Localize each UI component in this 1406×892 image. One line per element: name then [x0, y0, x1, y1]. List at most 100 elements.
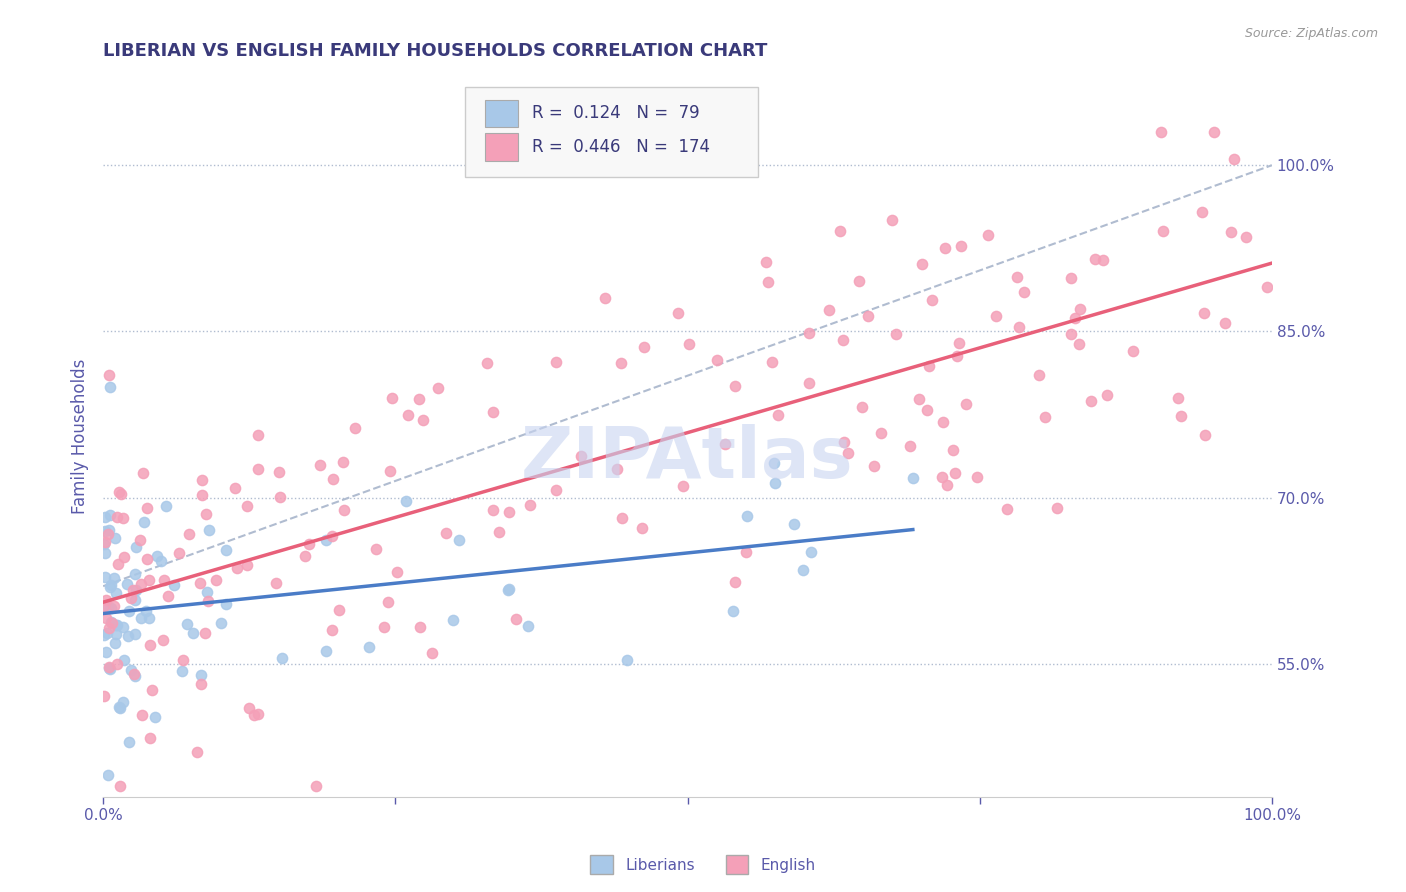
Point	[364, 542, 387, 557]
Point	[955, 397, 977, 411]
Point	[610, 356, 633, 370]
Point	[246, 461, 269, 475]
Point	[112, 550, 135, 565]
Point	[121, 582, 143, 597]
Point	[995, 501, 1018, 516]
Point	[724, 575, 747, 590]
Point	[100, 615, 122, 629]
Point	[945, 349, 967, 363]
Text: LIBERIAN VS ENGLISH FAMILY HOUSEHOLDS CORRELATION CHART: LIBERIAN VS ENGLISH FAMILY HOUSEHOLDS CO…	[103, 42, 768, 60]
Point	[792, 563, 814, 577]
Point	[94, 611, 117, 625]
Point	[114, 653, 136, 667]
Point	[409, 620, 432, 634]
Point	[117, 628, 139, 642]
Point	[215, 542, 238, 557]
Point	[482, 503, 505, 517]
Point	[225, 560, 247, 574]
Point	[945, 466, 967, 480]
Point	[441, 613, 464, 627]
Point	[898, 438, 921, 452]
Point	[921, 293, 943, 308]
Point	[194, 626, 217, 640]
Point	[942, 442, 965, 457]
Point	[105, 510, 128, 524]
Point	[100, 578, 122, 592]
Point	[498, 505, 520, 519]
Point	[138, 611, 160, 625]
Point	[870, 425, 893, 440]
Point	[915, 403, 938, 417]
Point	[315, 644, 337, 658]
Point	[907, 392, 929, 406]
Point	[132, 466, 155, 480]
Point	[837, 445, 859, 459]
Point	[191, 473, 214, 487]
Point	[93, 690, 115, 704]
Point	[125, 540, 148, 554]
Point	[139, 638, 162, 652]
Point	[832, 334, 855, 348]
Text: Source: ZipAtlas.com: Source: ZipAtlas.com	[1244, 27, 1378, 40]
Point	[935, 478, 957, 492]
Point	[328, 603, 350, 617]
Point	[191, 488, 214, 502]
Point	[412, 413, 434, 427]
Point	[138, 573, 160, 587]
Point	[761, 355, 783, 369]
Point	[190, 668, 212, 682]
Point	[94, 524, 117, 539]
Point	[475, 356, 498, 370]
Point	[1256, 280, 1278, 294]
Point	[1008, 319, 1031, 334]
Point	[848, 273, 870, 287]
Point	[396, 408, 419, 422]
Point	[1080, 393, 1102, 408]
Point	[100, 600, 122, 615]
Point	[966, 470, 988, 484]
Point	[108, 701, 131, 715]
Point	[800, 545, 823, 559]
Point	[94, 569, 117, 583]
Point	[141, 683, 163, 698]
Point	[294, 549, 316, 563]
Point	[238, 701, 260, 715]
Point	[98, 368, 121, 382]
Point	[1234, 230, 1257, 244]
Point	[93, 536, 115, 550]
Point	[1152, 224, 1174, 238]
Point	[799, 376, 821, 390]
Point	[756, 275, 779, 289]
Point	[357, 640, 380, 655]
Point	[125, 582, 148, 597]
Point	[209, 616, 232, 631]
Point	[333, 502, 356, 516]
Point	[104, 636, 127, 650]
Point	[120, 663, 142, 677]
Point	[1194, 428, 1216, 442]
Point	[496, 582, 519, 597]
Point	[135, 604, 157, 618]
Point	[918, 359, 941, 373]
Point	[177, 526, 200, 541]
Point	[97, 660, 120, 674]
Point	[139, 731, 162, 745]
Point	[948, 335, 970, 350]
Point	[309, 458, 332, 473]
Point	[124, 627, 146, 641]
Point	[152, 632, 174, 647]
Point	[1202, 125, 1225, 139]
Point	[797, 326, 820, 341]
Point	[267, 465, 290, 479]
Point	[195, 508, 218, 522]
Point	[172, 664, 194, 678]
Point	[103, 599, 125, 613]
Point	[706, 352, 728, 367]
Point	[332, 454, 354, 468]
Point	[343, 421, 366, 435]
Point	[104, 532, 127, 546]
Point	[378, 465, 401, 479]
Point	[97, 526, 120, 541]
Point	[115, 577, 138, 591]
Point	[498, 582, 520, 596]
